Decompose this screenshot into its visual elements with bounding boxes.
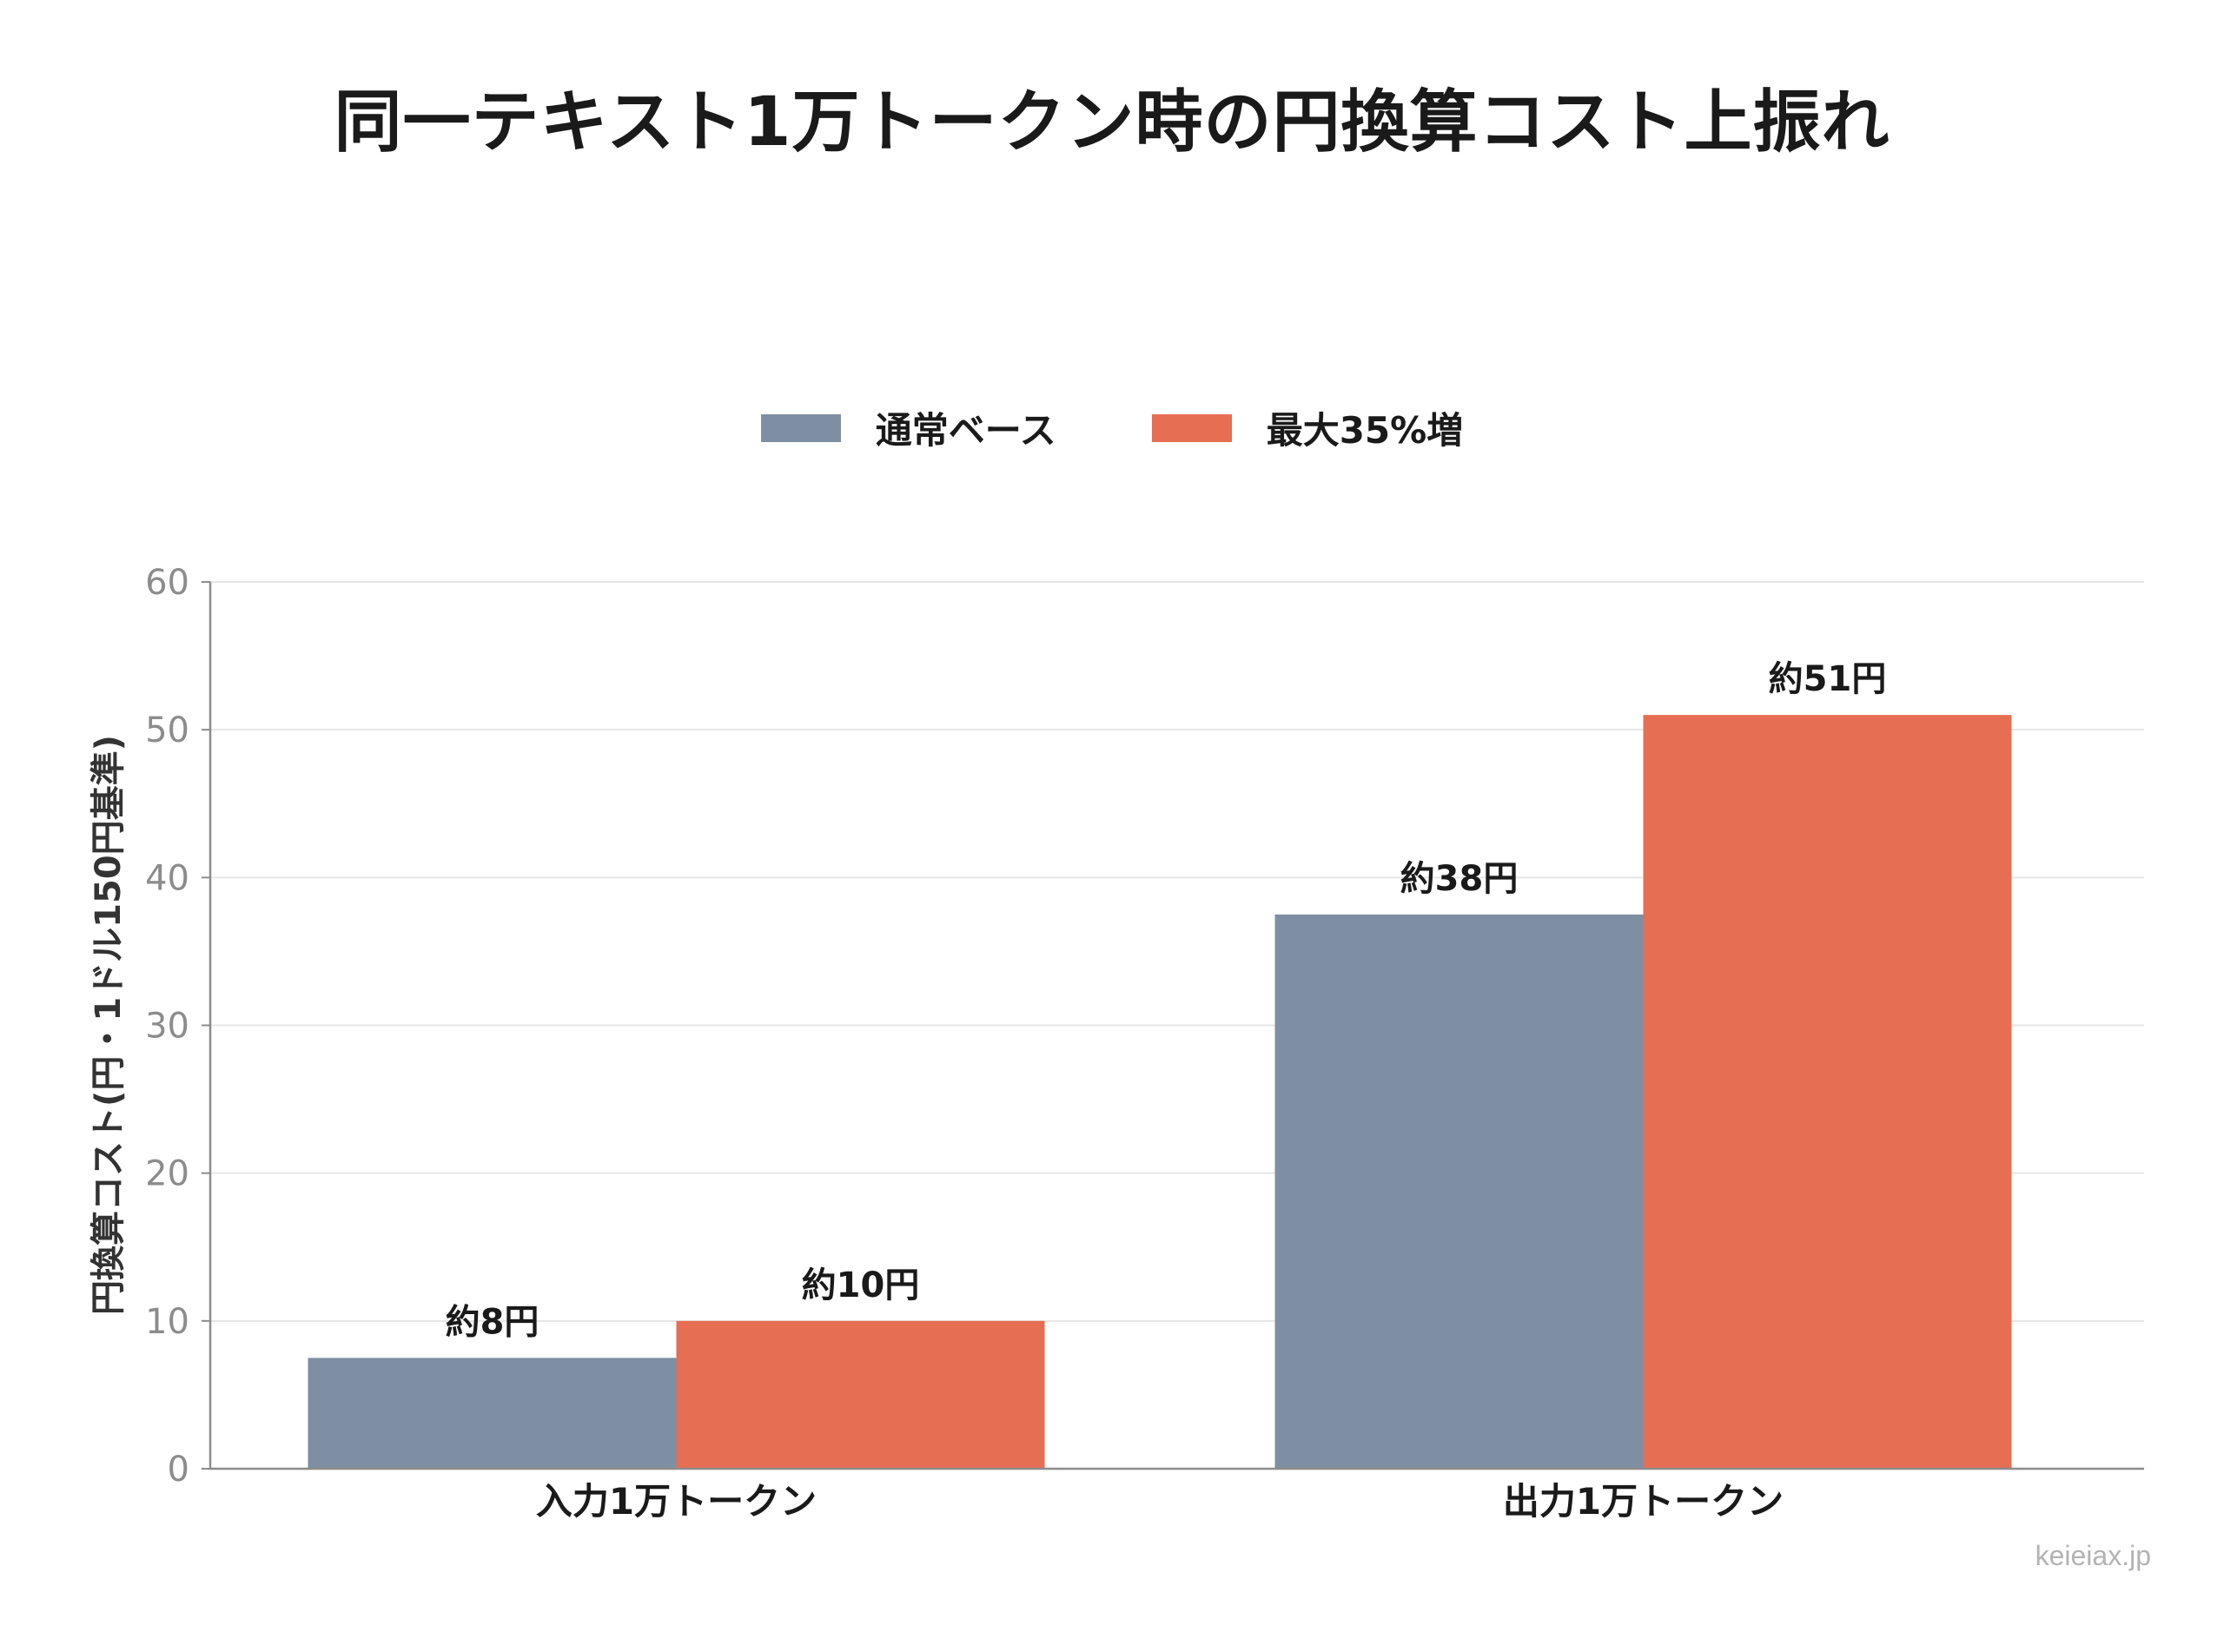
legend: 通常ベース 最大35%増 <box>0 401 2224 454</box>
y-tick-label: 50 <box>145 710 189 750</box>
legend-item-max: 最大35%増 <box>1151 401 1464 454</box>
y-tick-label: 60 <box>145 563 189 603</box>
y-tick-label: 40 <box>145 858 189 898</box>
bar-value-label: 約10円 <box>802 1265 920 1305</box>
legend-item-base: 通常ベース <box>760 401 1056 454</box>
watermark: keieiax.jp <box>2035 1540 2151 1571</box>
bar-base-1 <box>1274 914 1644 1469</box>
chart-title: 同一テキスト1万トークン時の円換算コスト上振れ <box>334 83 1890 162</box>
x-tick-label: 入力1万トークン <box>536 1480 817 1523</box>
legend-swatch-base <box>760 413 841 442</box>
legend-label-max: 最大35%増 <box>1266 409 1464 452</box>
bar-max-0 <box>676 1320 1045 1469</box>
y-tick-label: 20 <box>145 1154 189 1194</box>
bar-base-0 <box>308 1358 677 1469</box>
legend-label-base: 通常ベース <box>875 409 1056 452</box>
bar-value-label: 約38円 <box>1400 859 1519 899</box>
y-axis-label: 円換算コスト(円・1ドル150円基準) <box>89 735 129 1315</box>
bar-value-label: 約8円 <box>446 1302 539 1342</box>
y-tick-label: 30 <box>145 1007 189 1047</box>
bar-value-label: 約51円 <box>1769 659 1887 699</box>
axes: 0 10 20 30 40 50 60 入力1万トークン 出力1万トークン <box>145 563 2144 1523</box>
data-labels: 約8円 約10円 約38円 約51円 <box>446 659 1887 1342</box>
legend-swatch-max <box>1151 413 1232 442</box>
y-tick-label: 0 <box>168 1450 189 1490</box>
y-tick-label: 10 <box>145 1302 189 1342</box>
x-tick-label: 出力1万トークン <box>1503 1480 1784 1523</box>
bar-max-1 <box>1643 715 2012 1469</box>
bars <box>308 715 2012 1469</box>
